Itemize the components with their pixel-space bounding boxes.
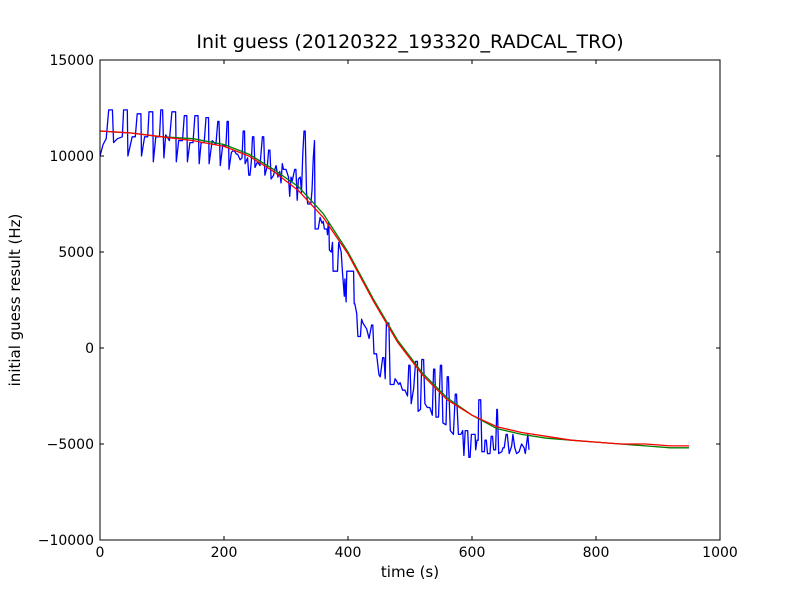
y-tick-label: 0 xyxy=(85,341,94,357)
y-tick-label: −5000 xyxy=(47,437,94,453)
x-tick-label: 600 xyxy=(459,545,486,561)
series-line-1 xyxy=(100,109,530,459)
y-tick-label: 10000 xyxy=(49,149,94,165)
series-line-3 xyxy=(100,130,689,447)
x-tick-label: 0 xyxy=(96,545,105,561)
x-tick-label: 800 xyxy=(583,545,610,561)
tick-layer: 0 200 400 600 800 1000 −10000 −5000 0 5000 10000 15… xyxy=(38,53,738,561)
y-tick-label: 15000 xyxy=(49,53,94,69)
x-tick-label: 200 xyxy=(211,545,238,561)
x-axis-label: time (s) xyxy=(381,563,439,581)
x-tick-label: 400 xyxy=(335,545,362,561)
y-tick-label: −10000 xyxy=(38,533,94,549)
series-layer xyxy=(100,109,689,459)
y-tick-label: 5000 xyxy=(58,245,94,261)
plot-frame xyxy=(99,59,721,541)
x-tick-label: 1000 xyxy=(702,545,738,561)
y-axis-label: initial guess result (Hz) xyxy=(6,214,24,387)
chart-title: Init guess (20120322_193320_RADCAL_TRO) xyxy=(196,31,623,53)
